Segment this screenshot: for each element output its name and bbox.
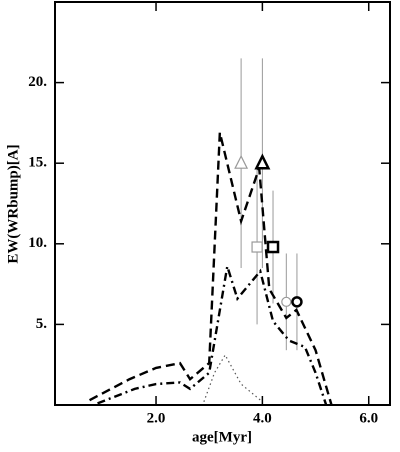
marker-triangle bbox=[254, 153, 271, 170]
marker-circle bbox=[281, 296, 292, 307]
marker-circle bbox=[291, 296, 303, 308]
x-tick-label: 2.0 bbox=[147, 410, 166, 426]
y-tick-label: 5. bbox=[36, 316, 48, 332]
marker-square bbox=[251, 241, 263, 253]
line bbox=[89, 132, 333, 406]
line bbox=[97, 266, 328, 406]
line bbox=[203, 353, 263, 403]
x-tick-label: 4.0 bbox=[253, 410, 272, 426]
y-axis-label: EW(WRbump)[A] bbox=[5, 144, 21, 263]
x-tick-label: 6.0 bbox=[359, 410, 378, 426]
marker-square bbox=[266, 240, 280, 254]
x-axis-label: age[Myr] bbox=[192, 429, 252, 445]
y-tick-label: 20. bbox=[28, 74, 47, 90]
marker-triangle bbox=[234, 154, 249, 169]
y-tick-label: 15. bbox=[28, 155, 47, 171]
plot-frame bbox=[54, 1, 391, 406]
y-tick-label: 10. bbox=[28, 235, 47, 251]
